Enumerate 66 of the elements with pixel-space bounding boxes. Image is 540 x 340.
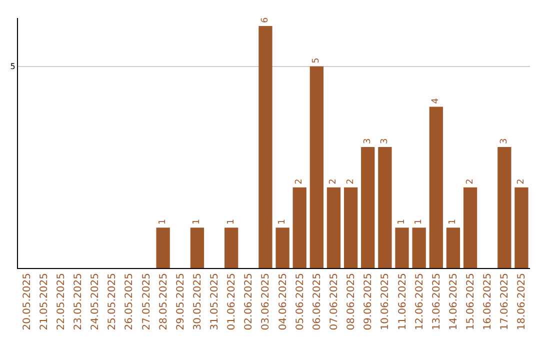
data-label: 2 — [294, 178, 305, 184]
data-label: 3 — [380, 138, 390, 144]
x-tick-label: 21.05.2025 — [38, 273, 50, 330]
bar — [156, 228, 170, 268]
data-label: 2 — [346, 178, 356, 184]
data-label: 1 — [448, 218, 458, 225]
x-tick-label: 09.06.2025 — [363, 273, 374, 330]
x-tick-label: 04.06.2025 — [278, 273, 289, 330]
bar — [258, 26, 272, 268]
data-label: 2 — [328, 178, 339, 184]
bar — [463, 187, 478, 268]
x-tick-label: 06.06.2025 — [312, 273, 323, 330]
bar — [514, 187, 528, 268]
bar — [326, 187, 341, 268]
x-tick-label: 22.05.2025 — [56, 273, 67, 330]
x-tick-label: 10.06.2025 — [380, 273, 392, 330]
data-label: 3 — [362, 138, 373, 144]
x-tick-label: 05.06.2025 — [294, 273, 306, 330]
x-tick-label: 23.05.2025 — [72, 273, 84, 330]
x-tick-label: 15.06.2025 — [466, 273, 477, 330]
bar — [412, 228, 426, 268]
x-tick-label: 07.06.2025 — [328, 273, 340, 330]
data-label: 5 — [312, 58, 322, 64]
data-label: 1 — [278, 218, 288, 225]
x-tick-label: 03.06.2025 — [260, 273, 272, 330]
data-label: 1 — [158, 218, 168, 225]
x-tick-label: 27.05.2025 — [141, 273, 152, 330]
bar — [395, 228, 409, 268]
data-label: 1 — [414, 218, 424, 225]
x-tick-label: 24.05.2025 — [90, 273, 102, 330]
bar — [224, 228, 238, 268]
data-label: 1 — [226, 218, 236, 225]
x-tick-label: 13.06.2025 — [431, 273, 442, 330]
bar — [276, 228, 290, 268]
x-tick-label: 14.06.2025 — [448, 273, 460, 330]
x-tick-label: 08.06.2025 — [346, 273, 358, 330]
data-label: 1 — [192, 218, 202, 225]
x-tick-label: 31.05.2025 — [210, 273, 221, 330]
data-label: 2 — [465, 178, 476, 184]
data-label: 6 — [260, 17, 270, 24]
x-tick-label: 12.06.2025 — [414, 273, 426, 330]
bar — [190, 228, 204, 268]
bar — [292, 187, 306, 268]
bar — [344, 187, 358, 268]
x-tick-label: 20.05.2025 — [22, 273, 33, 330]
x-tick-label: 16.06.2025 — [482, 273, 494, 330]
x-tick-label: 25.05.2025 — [107, 273, 118, 330]
data-label: 3 — [499, 138, 510, 144]
data-label: 1 — [397, 218, 407, 225]
data-label: 2 — [516, 178, 526, 184]
bar — [429, 106, 443, 268]
data-label: 4 — [431, 98, 442, 104]
x-tick-label: 02.06.2025 — [244, 273, 255, 330]
bar — [446, 228, 460, 268]
x-tick-label: 18.06.2025 — [516, 273, 528, 330]
bar — [361, 147, 375, 268]
x-tick-label: 01.06.2025 — [226, 273, 238, 330]
x-tick-label: 11.06.2025 — [397, 273, 408, 330]
bar — [310, 66, 324, 268]
x-tick-label: 28.05.2025 — [158, 273, 170, 330]
x-tick-label: 17.06.2025 — [500, 273, 511, 330]
bar — [378, 147, 392, 268]
x-tick-label: 30.05.2025 — [192, 273, 204, 330]
bar — [498, 147, 512, 268]
x-tick-label: 29.05.2025 — [175, 273, 186, 330]
x-tick-label: 26.05.2025 — [124, 273, 136, 330]
